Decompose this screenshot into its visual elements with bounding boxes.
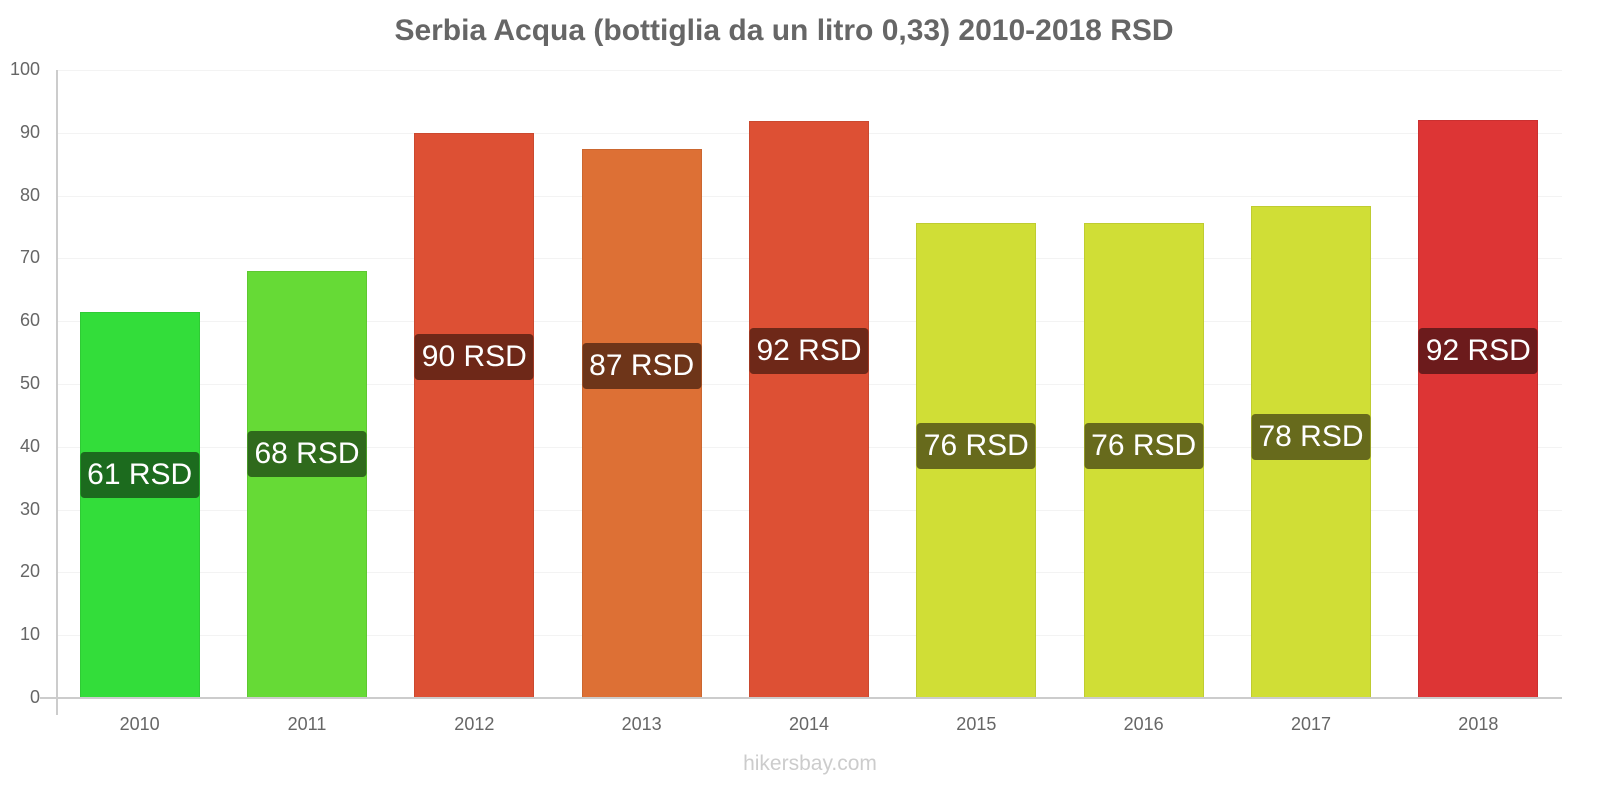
bar-value-label: 76 RSD [1084,422,1204,469]
y-tick-label: 30 [19,498,40,519]
y-tick-label: 20 [19,561,40,582]
x-tick-label: 2018 [1458,714,1499,734]
bar-value-label: 87 RSD [582,342,702,389]
x-tick-label: 2011 [287,714,327,734]
x-tick-label: 2013 [621,714,662,734]
y-tick-label: 90 [19,121,40,142]
watermark: hikersbay.com [743,752,877,775]
plot-area: 61 RSD 68 RSD 90 RSD 87 RSD 92 RSD 76 RSD 76 R… [56,70,1562,699]
gridline [56,70,1562,71]
bar-2010[interactable] [79,311,200,698]
bar-value-label: 61 RSD [80,451,200,498]
y-tick-label: 60 [19,310,40,331]
bar-value-label: 90 RSD [414,334,534,381]
y-tick-label: 0 [29,687,40,707]
bar-2011[interactable] [247,270,367,698]
bar-2018[interactable] [1418,120,1539,698]
y-tick-label: 40 [19,435,40,456]
y-tick-label: 70 [19,247,40,268]
x-tick-label: 2017 [1290,714,1332,734]
y-tick-label: 80 [19,184,40,205]
y-tick-label: 100 [9,59,40,79]
x-tick-label: 2015 [956,714,997,734]
bar-2014[interactable] [749,120,869,698]
x-tick-label: 2016 [1123,714,1164,734]
bar-value-label: 92 RSD [1418,328,1538,375]
y-tick-label: 10 [19,624,40,645]
x-tick-label: 2010 [119,714,160,734]
chart-title: Serbia Acqua (bottiglia da un litro 0,33… [394,14,1174,47]
bar-2013[interactable] [581,149,702,698]
x-tick-label: 2012 [454,714,495,734]
bar-value-label: 92 RSD [749,328,869,375]
x-tick-label: 2014 [788,714,830,734]
bar-value-label: 68 RSD [247,431,367,478]
bar-value-label: 78 RSD [1251,414,1371,461]
x-axis-line [40,697,1562,699]
y-axis-line [56,70,58,715]
bar-2012[interactable] [414,132,535,698]
bar-value-label: 76 RSD [916,422,1036,469]
y-tick-label: 50 [19,373,40,393]
